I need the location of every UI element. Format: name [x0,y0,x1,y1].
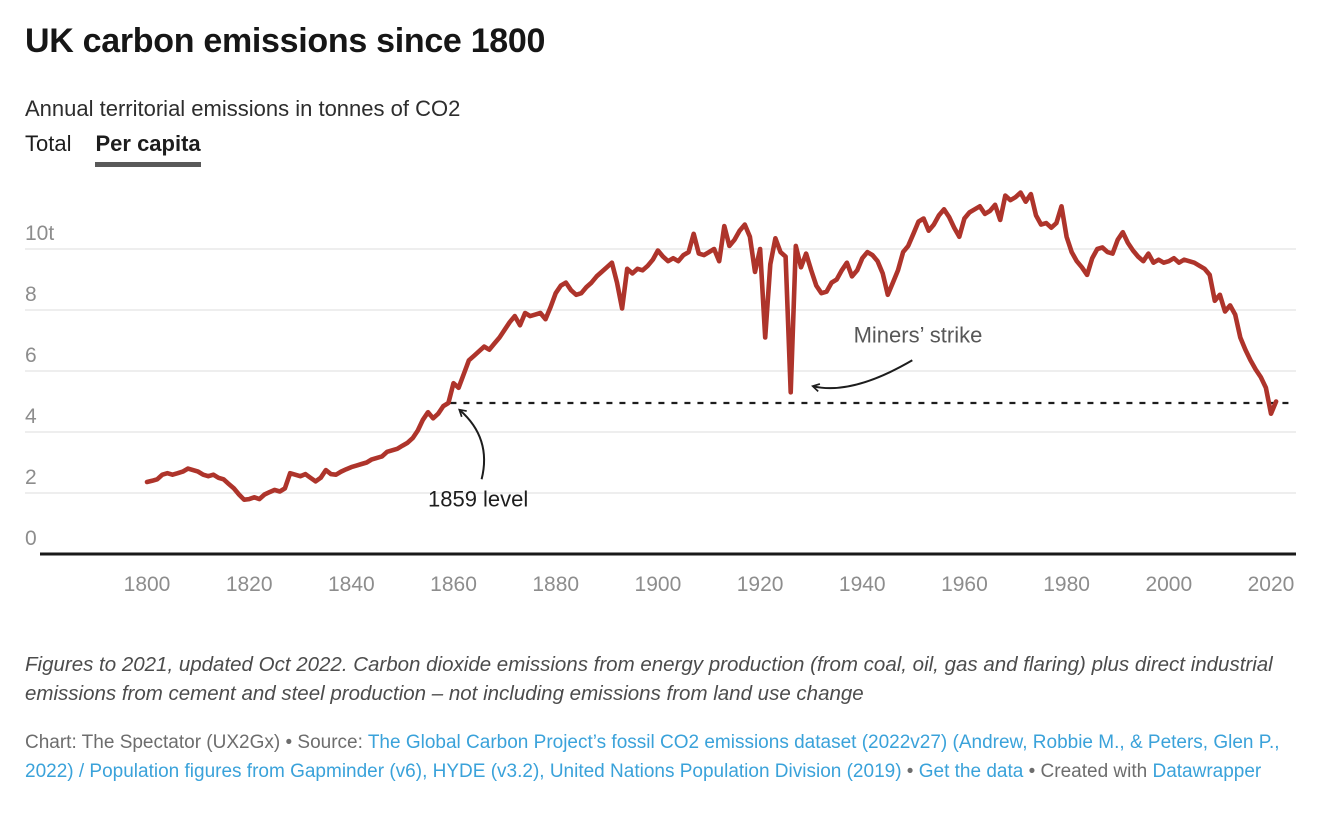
x-axis-tick-label: 1860 [430,573,477,596]
x-axis-tick-label: 1940 [839,573,886,596]
x-axis-tick-label: 1960 [941,573,988,596]
annotation-arrow-miners-strike [811,359,913,392]
series-switcher-tabs: Total Per capita [25,131,201,167]
page-title: UK carbon emissions since 1800 [25,22,546,60]
source-dataset-link[interactable]: The Global Carbon Project’s fossil CO2 e… [25,732,1280,782]
tab-per-capita[interactable]: Per capita [95,131,201,167]
x-axis-tick-label: 1900 [635,573,682,596]
chart-byline: Chart: The Spectator (UX2Gx) • Source: T… [25,729,1309,787]
y-axis-tick-label: 6 [25,344,37,367]
y-axis-tick-label: 0 [25,527,37,550]
byline-attribution: Chart: The Spectator (UX2Gx) • Source: [25,732,368,753]
created-with-text: • Created with [1023,760,1153,782]
x-axis-tick-label: 1820 [226,573,273,596]
x-axis-tick-label: 1840 [328,573,375,596]
annotation-level-1859: 1859 level [428,487,528,512]
y-axis-tick-label: 8 [25,283,37,306]
chart-footnote: Figures to 2021, updated Oct 2022. Carbo… [25,653,1273,706]
series-line-per-capita[interactable] [144,190,1279,502]
x-axis-tick-label: 1980 [1043,573,1090,596]
emissions-line-chart: 0 2 4 6 8 10t 1800 1820 1840 1860 1880 1900 1920 1940… [25,190,1296,596]
y-axis-tick-label: 2 [25,466,37,489]
x-axis-tick-label: 1920 [737,573,784,596]
chart-subtitle: Annual territorial emissions in tonnes o… [25,96,461,121]
get-the-data-link[interactable]: Get the data [918,760,1024,782]
datawrapper-link[interactable]: Datawrapper [1152,760,1262,782]
annotation-arrow-level-1859 [458,408,486,480]
x-axis-tick-label: 2020 [1248,573,1295,596]
annotation-miners-strike: Miners’ strike [854,323,983,348]
y-axis-tick-label: 10t [25,222,54,245]
tab-total[interactable]: Total [25,131,72,156]
x-axis-tick-label: 1880 [532,573,579,596]
y-axis-tick-label: 4 [25,405,37,428]
x-axis-tick-label: 1800 [124,573,171,596]
x-axis-tick-label: 2000 [1145,573,1192,596]
byline-separator: • [901,760,919,782]
